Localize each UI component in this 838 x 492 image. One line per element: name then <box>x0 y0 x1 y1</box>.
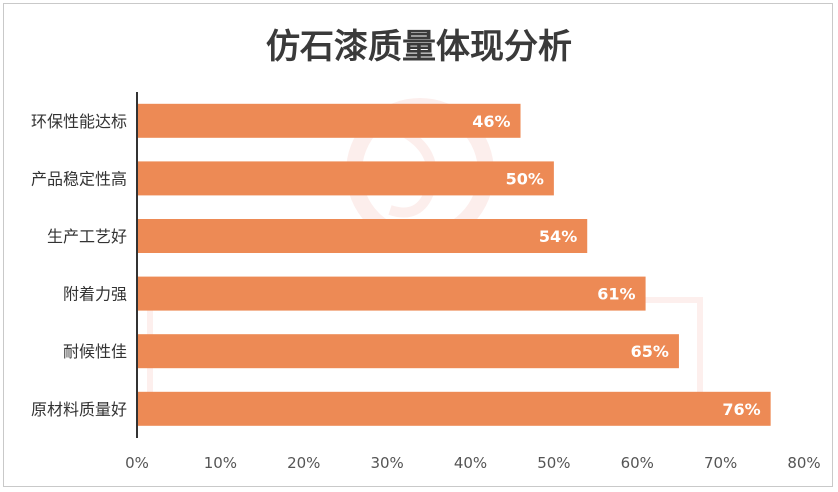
x-tick-label: 20% <box>287 454 320 472</box>
x-tick-label: 30% <box>370 454 403 472</box>
data-label: 50% <box>506 169 544 188</box>
chart-title: 仿石漆质量体现分析 <box>266 27 572 67</box>
bars-layer <box>137 103 771 426</box>
bar <box>137 276 646 311</box>
x-tick-label: 0% <box>125 454 149 472</box>
bar <box>137 161 554 196</box>
category-label: 环保性能达标 <box>31 112 127 131</box>
category-label: 原材料质量好 <box>31 400 127 419</box>
x-tick-label: 40% <box>454 454 487 472</box>
x-tick-labels: 0% 10% 20% 30% 40% 50% 60% 70% 80% <box>125 454 821 472</box>
data-labels: 46% 50% 54% 61% 65% 76% <box>472 112 760 419</box>
x-tick-label: 80% <box>787 454 820 472</box>
data-label: 65% <box>631 342 669 361</box>
x-tick-label: 10% <box>204 454 237 472</box>
data-label: 54% <box>539 227 577 246</box>
data-label: 76% <box>722 400 760 419</box>
category-label: 耐候性佳 <box>63 342 127 361</box>
bar <box>137 334 679 369</box>
category-label: 生产工艺好 <box>47 227 127 246</box>
bar <box>137 219 588 253</box>
category-label: 产品稳定性高 <box>31 169 127 188</box>
data-label: 61% <box>597 285 635 304</box>
x-tick-label: 70% <box>704 454 737 472</box>
bar <box>137 391 771 426</box>
category-label: 附着力强 <box>63 285 127 304</box>
data-label: 46% <box>472 112 510 131</box>
bar <box>137 103 521 138</box>
x-tick-label: 50% <box>537 454 570 472</box>
x-tick-label: 60% <box>621 454 654 472</box>
